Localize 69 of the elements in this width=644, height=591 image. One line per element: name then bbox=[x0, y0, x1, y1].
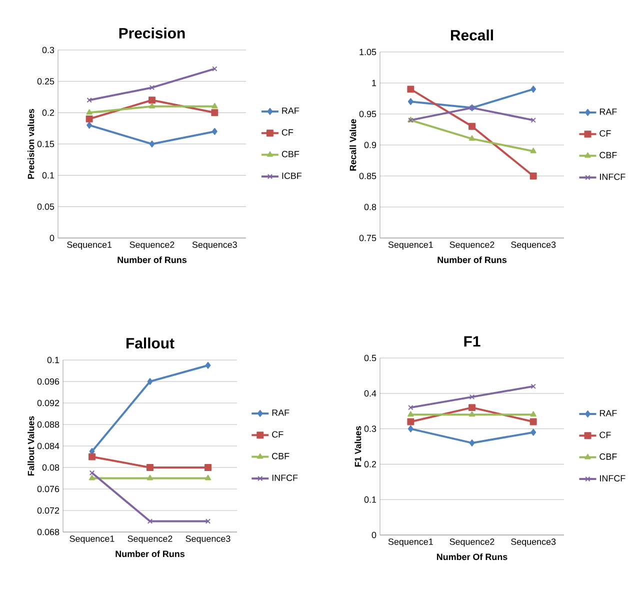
chart-title: Recall bbox=[450, 30, 493, 40]
x-axis-title: Number of Runs bbox=[116, 550, 184, 558]
y-tick-label: 0.15 bbox=[37, 140, 54, 148]
y-axis-title: Fallout Values bbox=[28, 416, 34, 476]
y-tick-label: 0.1 bbox=[364, 496, 376, 503]
y-tick-label: 1.05 bbox=[360, 48, 376, 56]
legend-label: RAF bbox=[272, 410, 290, 416]
x-tick-label: Sequence1 bbox=[70, 536, 114, 544]
legend-label: ICBF bbox=[282, 172, 302, 179]
legend-label: INFCF bbox=[600, 174, 626, 180]
y-tick-label: 0.4 bbox=[364, 390, 376, 397]
y-tick-label: 0.3 bbox=[364, 426, 376, 432]
x-tick-label: Sequence1 bbox=[388, 538, 433, 547]
y-tick-label: 0.8 bbox=[364, 204, 376, 210]
chart-title: F1 bbox=[464, 336, 480, 347]
y-tick-label: 0.1 bbox=[42, 172, 54, 179]
y-tick-label: 1 bbox=[372, 80, 376, 86]
chart-title: Precision bbox=[119, 28, 185, 38]
y-tick-label: 0.072 bbox=[37, 507, 60, 514]
y-tick-label: 0.85 bbox=[359, 172, 376, 180]
chart-title: Fallout bbox=[126, 338, 174, 349]
x-axis-title: Number of Runs bbox=[118, 256, 186, 264]
legend-label: INFCF bbox=[272, 474, 298, 481]
x-tick-label: Sequence1 bbox=[388, 242, 433, 250]
legend-label: CF bbox=[282, 129, 294, 136]
legend-label: CBF bbox=[282, 150, 300, 158]
x-axis-title: Number Of Runs bbox=[436, 553, 508, 560]
legend-label: RAF bbox=[600, 410, 617, 416]
legend-label: CBF bbox=[600, 152, 617, 158]
y-tick-label: 0.088 bbox=[37, 421, 60, 428]
y-tick-label: 0.08 bbox=[42, 464, 60, 471]
legend-label: RAF bbox=[600, 108, 617, 115]
x-axis-title: Number of Runs bbox=[438, 256, 507, 264]
y-tick-label: 0.5 bbox=[364, 354, 376, 362]
y-tick-label: 0.75 bbox=[359, 234, 376, 242]
legend-label: CF bbox=[600, 432, 611, 438]
y-tick-label: 0.1 bbox=[47, 356, 60, 364]
y-tick-label: 0.25 bbox=[37, 78, 54, 85]
x-tick-label: Sequence1 bbox=[67, 242, 112, 250]
y-tick-label: 0.2 bbox=[364, 461, 376, 468]
y-tick-label: 0.3 bbox=[42, 46, 54, 54]
y-tick-label: 0 bbox=[372, 532, 376, 538]
y-tick-label: 0.092 bbox=[37, 400, 60, 406]
legend-label: CBF bbox=[600, 453, 617, 460]
legend-label: RAF bbox=[282, 108, 300, 114]
x-tick-label: Sequence2 bbox=[128, 536, 172, 544]
y-axis-title: Recall Value bbox=[350, 119, 356, 171]
y-tick-label: 0.9 bbox=[364, 142, 376, 148]
x-tick-label: Sequence3 bbox=[511, 538, 556, 547]
legend-label: INFCF bbox=[600, 475, 626, 482]
x-tick-label: Sequence3 bbox=[192, 242, 237, 250]
y-tick-label: 0.084 bbox=[37, 442, 60, 450]
y-tick-label: 0 bbox=[50, 234, 54, 242]
y-tick-label: 0.05 bbox=[37, 203, 54, 210]
legend-label: CBF bbox=[272, 452, 290, 460]
legend-label: CF bbox=[272, 431, 284, 438]
x-tick-label: Sequence2 bbox=[450, 242, 494, 250]
y-axis-title: F1 Values bbox=[354, 426, 362, 467]
y-tick-label: 0.096 bbox=[37, 378, 60, 385]
y-tick-label: 0.068 bbox=[37, 528, 60, 536]
x-tick-label: Sequence2 bbox=[450, 538, 494, 547]
y-tick-label: 0.076 bbox=[37, 486, 60, 492]
y-tick-label: 0.95 bbox=[359, 110, 376, 118]
x-tick-label: Sequence3 bbox=[511, 242, 556, 250]
y-tick-label: 0.2 bbox=[42, 109, 54, 116]
x-tick-label: Sequence2 bbox=[130, 242, 174, 250]
y-axis-title: Precision values bbox=[28, 108, 34, 179]
x-tick-label: Sequence3 bbox=[186, 536, 230, 544]
legend-label: CF bbox=[600, 130, 611, 137]
